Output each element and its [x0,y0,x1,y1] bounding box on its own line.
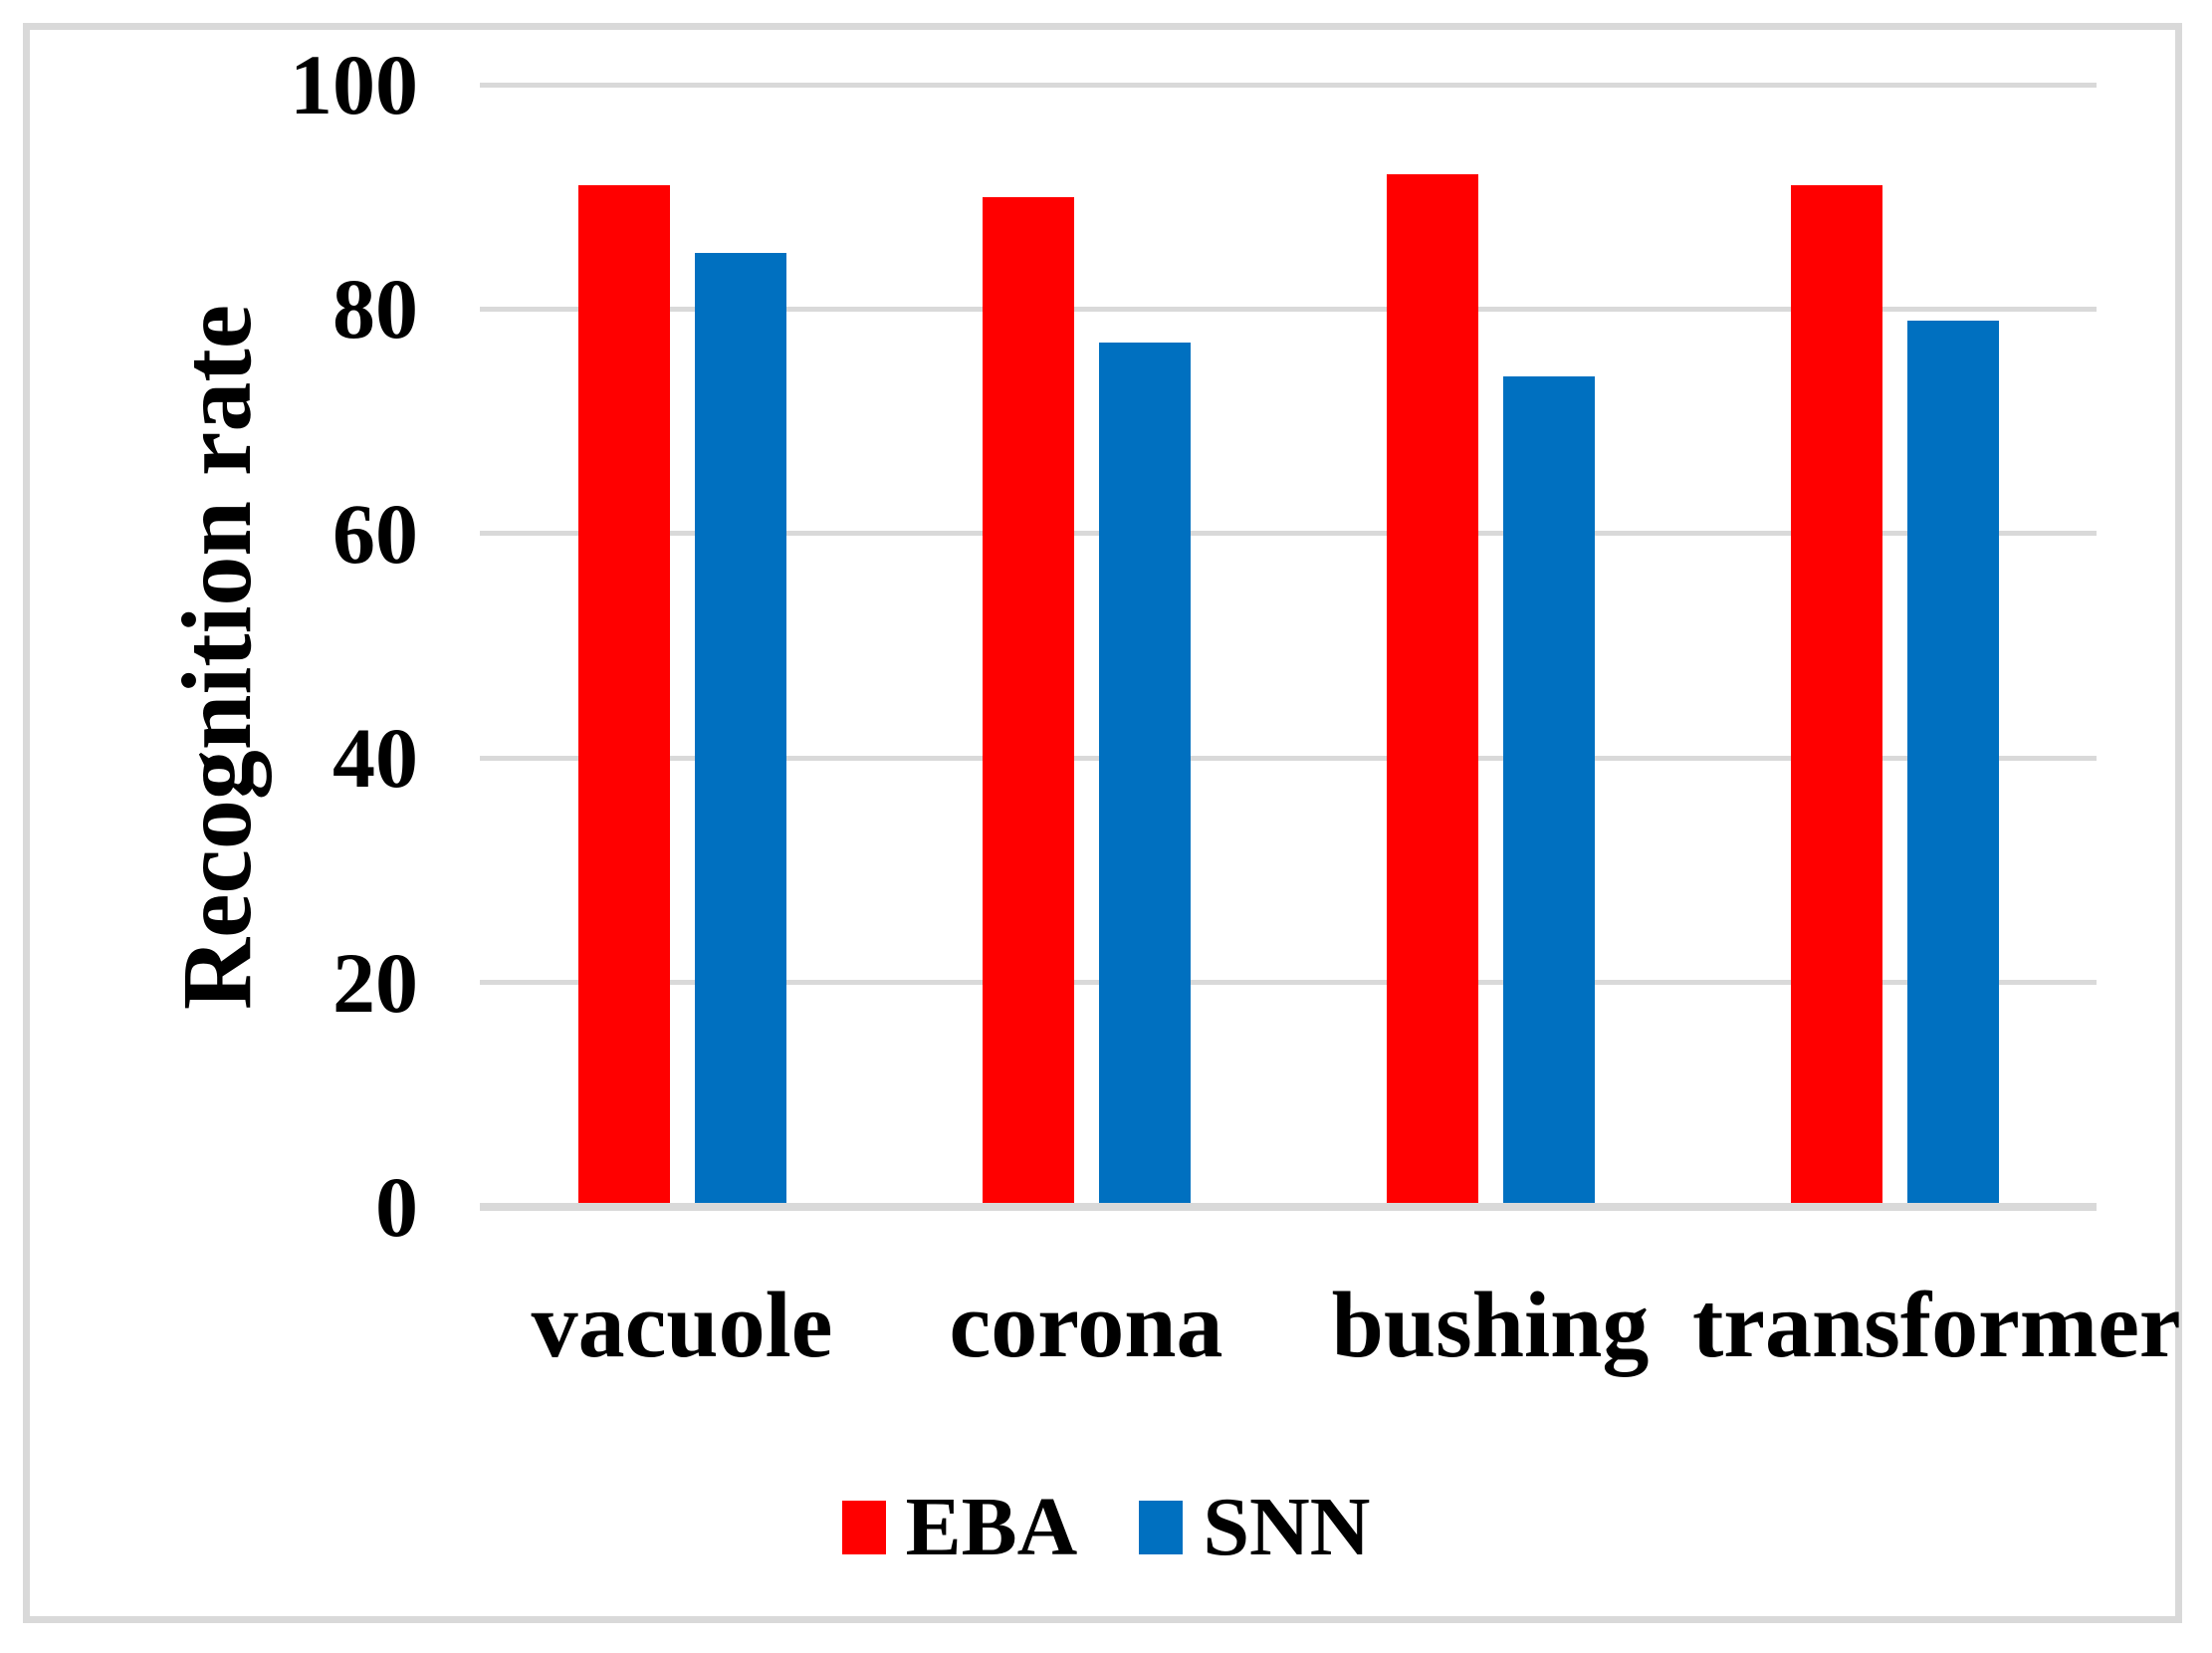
x-label-vacuole: vacuole [531,1274,833,1377]
legend: EBA SNN [0,1486,2212,1569]
x-label-corona: corona [949,1274,1223,1377]
bar-bushing-eba [1386,174,1478,1207]
gridline-80 [480,306,2097,312]
y-tick-label-100: 100 [290,37,418,132]
gridline-20 [480,980,2097,986]
chart-border-frame [23,23,2182,1623]
x-axis-line [480,1203,2097,1211]
bar-transformer-eba [1790,185,1882,1207]
bar-vacuole-snn [694,253,786,1207]
y-tick-label-0: 0 [375,1159,418,1255]
x-label-bushing: bushing [1331,1274,1650,1377]
bar-vacuole-eba [577,185,670,1207]
legend-label-eba: EBA [905,1481,1078,1573]
bar-corona-snn [1098,343,1191,1207]
bar-corona-eba [982,196,1074,1207]
y-tick-label-40: 40 [332,710,418,807]
plot-area [480,82,2097,1211]
legend-label-snn: SNN [1203,1481,1371,1573]
y-tick-label-20: 20 [332,934,418,1031]
legend-swatch-snn-icon [1139,1501,1184,1554]
gridline-60 [480,531,2097,537]
legend-item-snn: SNN [1139,1486,1370,1569]
bar-bushing-snn [1502,376,1595,1207]
y-axis-title: Recognition rate [161,304,272,1011]
gridline-40 [480,755,2097,761]
x-label-transformer: transformer [1692,1274,2181,1377]
legend-swatch-eba-icon [841,1501,886,1554]
y-tick-label-80: 80 [332,261,418,357]
gridline-100 [480,82,2097,88]
legend-item-eba: EBA [841,1481,1078,1573]
y-tick-label-60: 60 [332,485,418,582]
bar-transformer-snn [1906,320,1999,1207]
